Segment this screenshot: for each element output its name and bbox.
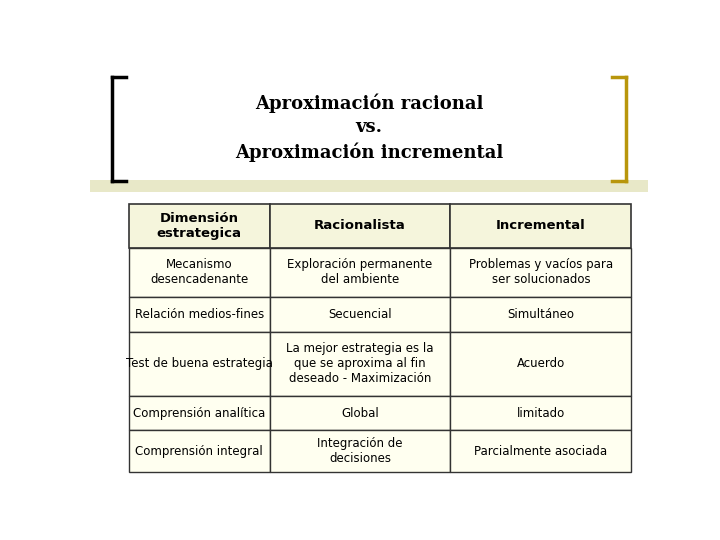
Bar	[129, 332, 270, 396]
Text: La mejor estrategia es la
que se aproxima al fin
deseado - Maximización: La mejor estrategia es la que se aproxim…	[287, 342, 434, 385]
Text: Dimensión
estrategica: Dimensión estrategica	[157, 212, 242, 240]
Bar	[129, 297, 270, 332]
Text: Test de buena estrategia: Test de buena estrategia	[126, 357, 273, 370]
Bar	[129, 204, 270, 248]
Text: Problemas y vacíos para
ser solucionados: Problemas y vacíos para ser solucionados	[469, 259, 613, 286]
Text: Exploración permanente
del ambiente: Exploración permanente del ambiente	[287, 259, 433, 286]
Bar	[129, 430, 270, 472]
Bar	[270, 297, 451, 332]
Bar	[451, 332, 631, 396]
Text: Incremental: Incremental	[496, 219, 586, 232]
Text: Mecanismo
desencadenante: Mecanismo desencadenante	[150, 259, 248, 286]
Text: Global: Global	[341, 407, 379, 420]
Bar	[270, 248, 451, 297]
Text: Parcialmente asociada: Parcialmente asociada	[474, 445, 608, 458]
Bar	[270, 430, 451, 472]
Bar	[451, 430, 631, 472]
Text: vs.: vs.	[356, 118, 382, 136]
Bar	[129, 248, 270, 297]
Text: limitado: limitado	[517, 407, 565, 420]
Bar	[451, 204, 631, 248]
Text: Secuencial: Secuencial	[328, 308, 392, 321]
Text: Comprensión analítica: Comprensión analítica	[133, 407, 266, 420]
Text: Simultáneo: Simultáneo	[508, 308, 575, 321]
Text: Relación medios-fines: Relación medios-fines	[135, 308, 264, 321]
Bar	[270, 332, 451, 396]
Text: Integración de
decisiones: Integración de decisiones	[318, 437, 402, 465]
Bar	[270, 204, 451, 248]
Bar	[451, 248, 631, 297]
Text: Racionalista: Racionalista	[314, 219, 406, 232]
Text: Acuerdo: Acuerdo	[517, 357, 565, 370]
Text: Aproximación racional: Aproximación racional	[255, 94, 483, 113]
Bar	[451, 396, 631, 430]
Bar	[90, 180, 648, 192]
Text: Aproximación incremental: Aproximación incremental	[235, 142, 503, 161]
Bar	[129, 396, 270, 430]
Text: Comprensión integral: Comprensión integral	[135, 445, 264, 458]
Bar	[451, 297, 631, 332]
Bar	[270, 396, 451, 430]
